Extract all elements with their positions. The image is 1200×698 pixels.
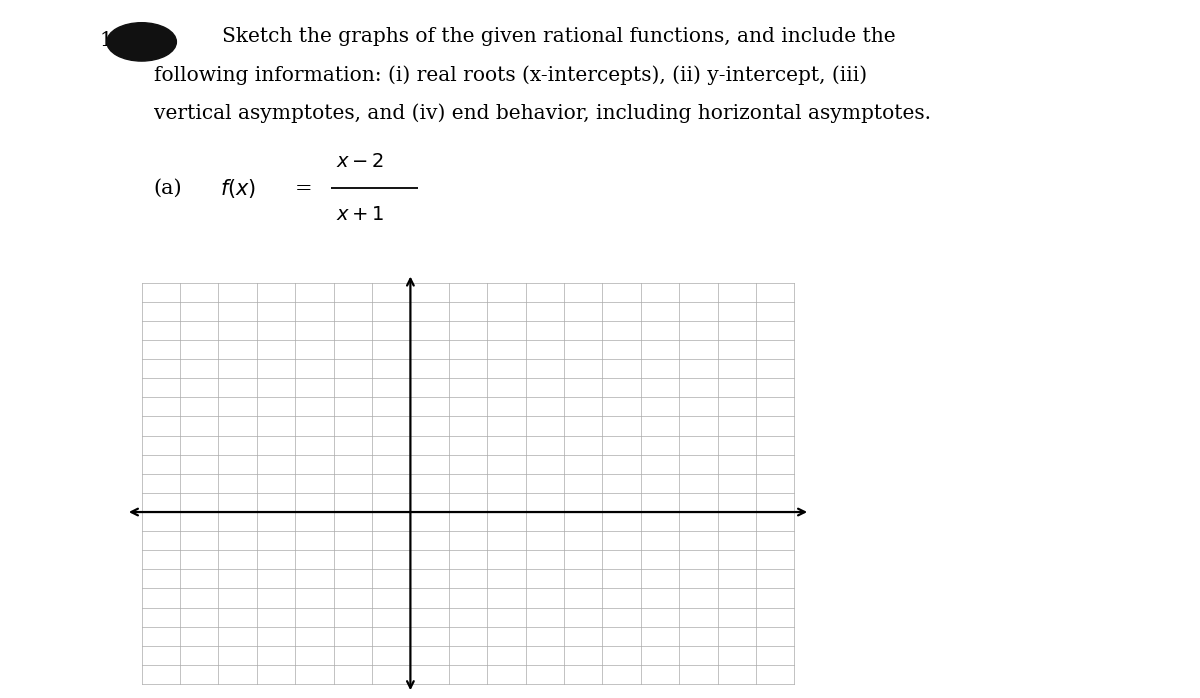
Text: =: =	[295, 179, 313, 198]
Text: Sketch the graphs of the given rational functions, and include the: Sketch the graphs of the given rational …	[222, 27, 895, 45]
Text: $x + 1$: $x + 1$	[336, 206, 385, 224]
Text: following information: (i) real roots (x-intercepts), (ii) y-intercept, (iii): following information: (i) real roots (x…	[154, 65, 866, 84]
Text: (a): (a)	[154, 179, 182, 198]
Ellipse shape	[107, 22, 176, 61]
Text: 1.: 1.	[100, 31, 119, 50]
Text: $f(x)$: $f(x)$	[220, 177, 256, 200]
Text: vertical asymptotes, and (iv) end behavior, including horizontal asymptotes.: vertical asymptotes, and (iv) end behavi…	[154, 103, 931, 123]
Text: $x - 2$: $x - 2$	[336, 153, 384, 171]
